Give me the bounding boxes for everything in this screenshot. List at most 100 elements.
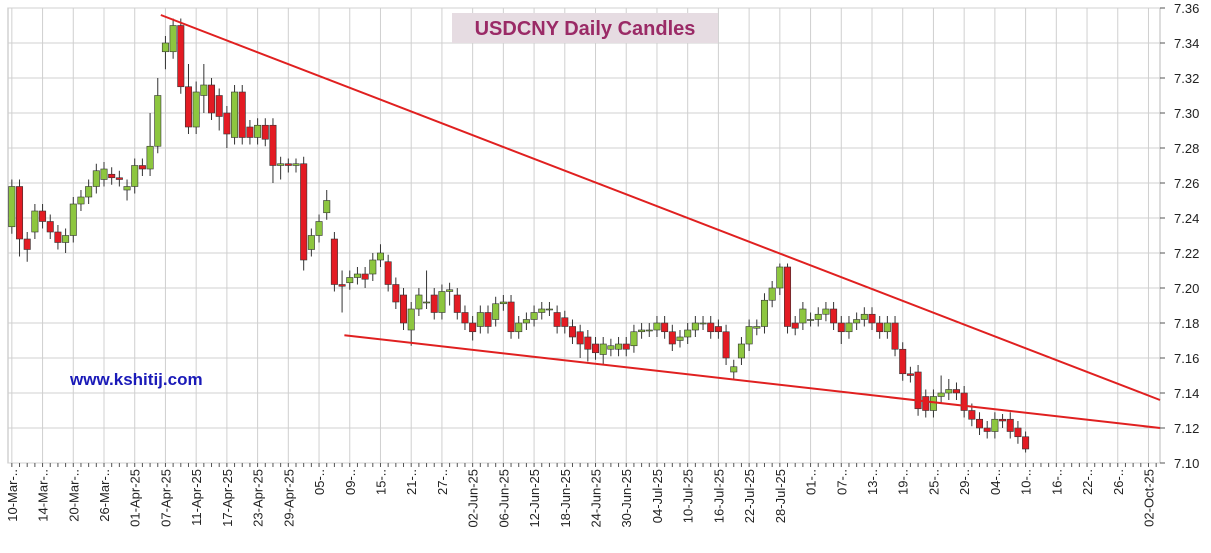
candle-body [177,25,185,88]
candle-body [929,396,937,411]
x-tick-label: 28-Jul-25 [773,469,788,523]
candle-body [799,308,807,324]
candle-body [353,273,361,278]
candle-body [208,84,216,114]
x-tick-label: 02-Jun-25 [466,469,481,528]
candle-body [330,238,338,285]
candle-body [192,91,200,128]
candle-body [39,210,47,222]
candle-body [922,396,930,411]
axes: 7.10 7.12 7.14 7.16 7.18 7.20 7.22 7.24 7.26 7.28… [5,1,1199,528]
candle-body [661,322,669,333]
y-tick-label: 7.10 [1174,456,1199,471]
candle-body [753,326,761,329]
candle-body [676,336,684,341]
x-tick-label: 01-.. [804,469,819,495]
candle-body [691,322,699,331]
candle-body [438,291,446,313]
x-tick-label: 29-.. [957,469,972,495]
candle-body [307,235,315,250]
candle-body [822,308,830,315]
candle-body [231,91,239,138]
candle-body [123,186,131,191]
candle-body [392,284,400,303]
candle-body [499,301,507,305]
candle-body [853,319,861,324]
candle-body [223,112,231,135]
candle-body [8,186,16,228]
candle-body [553,312,561,327]
candle-body [154,95,162,147]
candle-body [261,124,269,140]
x-tick-label: 30-Jun-25 [619,469,634,528]
x-tick-label: 04-.. [988,469,1003,495]
candle-body [714,326,722,333]
x-tick-label: 21-.. [404,469,419,495]
candle-body [976,418,984,429]
candle-body [361,273,369,280]
candle-body [952,389,960,394]
candle-body [968,410,976,420]
candle-body [400,294,408,324]
x-tick-label: 10-Jul-25 [681,469,696,523]
candle-body [131,165,139,187]
x-tick-label: 22-Jul-25 [742,469,757,523]
candle-body [576,331,584,345]
candle-body [300,163,308,261]
y-tick-label: 7.18 [1174,316,1199,331]
candle-body [622,343,630,350]
candle-body [23,238,31,250]
candle-body [707,322,715,333]
candle-body [507,301,515,333]
y-tick-label: 7.34 [1174,36,1199,51]
candle-body [668,331,676,345]
y-tick-label: 7.22 [1174,246,1199,261]
annotation: www.kshitij.com [69,370,203,389]
candle-body [592,343,600,354]
x-tick-label: 10-Mar-.. [5,469,20,522]
candle-body [776,266,784,289]
grid [7,7,1161,464]
y-tick-label: 7.32 [1174,71,1199,86]
candle-body [338,284,346,287]
candle-body [615,343,623,350]
x-tick-label: 06-Jun-25 [496,469,511,528]
candle-body [1022,436,1030,450]
y-tick-label: 7.36 [1174,1,1199,16]
trendline [160,14,1161,401]
x-tick-label: 26-Mar-.. [97,469,112,522]
chart-title: USDCNY Daily Candles [475,18,696,40]
candle-body [522,319,530,324]
candle-body [914,371,922,410]
x-tick-label: 11-Apr-25 [189,469,204,526]
candle-body [845,322,853,333]
x-tick-label: 05-.. [312,469,327,495]
candle-body [737,343,745,359]
candle-body [653,322,661,331]
candle-body [814,313,822,320]
x-tick-label: 04-Jul-25 [650,469,665,523]
candle-body [254,124,262,138]
candle-body [699,322,707,325]
title-box [452,13,718,43]
trendline [344,334,1161,429]
candle-body [768,287,776,301]
candle-body [292,163,300,166]
candle-body [745,326,753,345]
candle-body [837,322,845,333]
candle-body [784,266,792,327]
candle-body [684,329,692,338]
x-tick-label: 27-.. [435,469,450,495]
candle-body [515,322,523,333]
candle-body [269,124,277,166]
candle-body [607,345,615,350]
candle-body [46,221,54,233]
candle-body [484,312,492,327]
candle-body [722,331,730,359]
candle-body [77,196,85,205]
y-tick-label: 7.30 [1174,106,1199,121]
candle-body [85,186,93,198]
candle-body [423,301,431,304]
candle-body [645,329,653,332]
